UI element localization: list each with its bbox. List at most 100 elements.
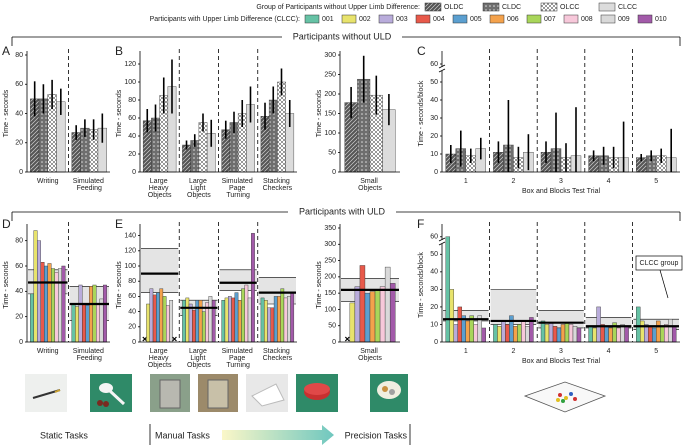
legend-swatch [415,14,431,24]
y-axis-label: Time - seconds [116,89,123,137]
axis-break [438,64,446,73]
y-tick-label: 120 [124,61,136,68]
bar [560,324,566,343]
bar [505,324,510,343]
y-tick-label: 150 [324,110,336,117]
y-tick-label: 0 [19,169,23,176]
x-axis-label: Box and Blocks Test Trial [522,358,601,365]
x-tick-label: Stacking Checkers [263,178,293,192]
bar [453,324,459,343]
y-tick-label: 80 [128,278,136,285]
bar [525,326,530,343]
y-tick-label: 350 [324,225,336,232]
bar [182,300,186,343]
bar [656,320,661,343]
bar [92,284,97,343]
bar [659,326,665,343]
bar [201,311,206,343]
task-group: Precision Tasks [345,430,408,440]
legend-swatch [341,14,357,24]
y-axis-label: Time - seconds/block [418,252,425,318]
bar [96,303,100,343]
bar [449,289,455,343]
bar [280,288,285,343]
bar [234,292,239,343]
bar [501,320,506,343]
bar [195,300,200,343]
x-tick-label: Large Heavy Objects [148,348,172,369]
bar [624,326,629,343]
legend-title: Participants with Upper Limb Difference … [150,16,300,23]
legend-swatch [304,14,320,24]
y-tick-label: 20 [15,140,23,147]
bar [198,300,203,343]
y-tick-label: 0 [332,169,336,176]
y-tick-label: 40 [430,97,438,104]
x-tick-label: Simulated Page Turning [222,178,255,199]
y-tick-label: 10 [430,321,438,328]
legend-label: CLCC [618,4,637,11]
y-tick-label: 150 [324,290,336,297]
bar [30,293,35,343]
panel-label: B [115,44,123,58]
annotation-leader [659,269,669,299]
legend-swatch [598,2,616,12]
x-tick-label: 2 [511,178,515,185]
panel-label: E [115,217,123,231]
missing-marker [344,336,350,342]
bar [82,303,86,343]
legend-swatch [540,2,558,12]
y-tick-label: 50 [328,149,336,156]
y-axis-label: Time - seconds [316,261,323,309]
y-tick-label: 100 [324,130,336,137]
bar [481,327,486,343]
bar [548,322,554,343]
bar [445,236,451,343]
y-tick-label: 100 [124,79,136,86]
x-tick-label: 2 [511,348,515,355]
bar [369,291,376,343]
panel-label: A [2,44,10,58]
x-tick-label: Writing [37,178,59,185]
bar [40,262,45,343]
bar [493,324,498,343]
bar [244,284,249,343]
y-tick-label: 60 [430,61,438,68]
x-tick-label: 5 [654,178,658,185]
y-tick-label: 100 [324,306,336,313]
bar [359,265,366,343]
bar [99,298,104,343]
legend-label: 008 [581,16,593,23]
y-tick-label: 40 [128,133,136,140]
bar [102,284,107,343]
legend-label: 005 [470,16,482,23]
bar [576,327,582,343]
bar [273,296,278,343]
legend-swatch [526,14,542,24]
bar [509,315,514,343]
legend-swatch [452,14,468,24]
x-axis-label: Box and Blocks Test Trial [522,188,601,195]
bar [497,326,502,343]
task-images [25,374,607,413]
legend-swatch [378,14,394,24]
section-bracket [11,36,681,221]
bar [58,268,62,343]
bar [211,300,216,343]
bar [564,322,570,343]
bar [671,326,677,343]
missing-marker [172,336,177,342]
legend-label: 006 [507,16,519,23]
bar [283,297,288,343]
bar [540,320,546,343]
y-tick-label: 40 [15,110,23,117]
bar [521,320,526,343]
bar [604,326,609,343]
y-tick-label: 80 [15,52,23,59]
bar [267,307,271,343]
bar [349,302,356,343]
panel-label: D [2,217,11,231]
x-tick-label: 4 [607,178,611,185]
bar [224,297,229,343]
